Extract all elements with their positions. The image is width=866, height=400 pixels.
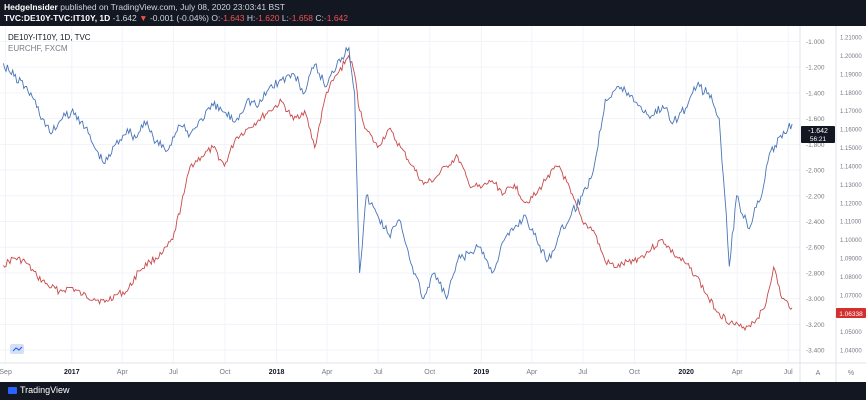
- right-axis-tick-label: 1.09000: [840, 257, 862, 263]
- down-arrow-icon: ▼: [139, 13, 148, 23]
- footer-bar: TradingView: [0, 382, 866, 400]
- author-name[interactable]: HedgeInsider: [4, 2, 58, 12]
- blue-countdown: 56:21: [810, 136, 827, 143]
- time-axis-tick-label: Oct: [424, 369, 435, 376]
- time-axis-tick-label: Apr: [732, 369, 744, 376]
- right-axis-tick-label: 1.08000: [840, 275, 862, 281]
- chart-area[interactable]: -1.000 -1.200 -1.400 -1.600 -1.800 -2.000 -2.2…: [0, 26, 866, 382]
- time-axis-tick-label: Jul: [374, 369, 383, 376]
- time-axis-tick-label: Apr: [526, 369, 538, 376]
- right-axis-tick-label: 1.17000: [840, 109, 862, 115]
- ohlc-line: TVC:DE10Y-TVC:IT10Y, 1D -1.642 ▼ -0.001 …: [4, 13, 348, 23]
- left-axis-tick-label: -3.200: [806, 322, 825, 329]
- left-axis-tick-label: -2.400: [806, 219, 825, 226]
- blue-price-badge: -1.642 56:21: [801, 126, 835, 143]
- time-axis[interactable]: Sep 2017 Apr Jul Oct 2018 Apr Jul Oct 2019 Apr Jul O…: [0, 369, 793, 376]
- left-axis-tick-label: -3.000: [806, 296, 825, 303]
- published-info: published on TradingView.com, July 08, 2…: [60, 2, 286, 12]
- tradingview-brand: TradingView: [20, 385, 70, 395]
- left-axis-tick-label: -2.000: [806, 168, 825, 175]
- time-axis-tick-label: Jul: [169, 369, 178, 376]
- eurchf-line[interactable]: [3, 54, 793, 332]
- grid-lines: [0, 26, 800, 363]
- left-axis-tick-label: -1.000: [806, 39, 825, 46]
- series-group: [2, 46, 793, 332]
- time-axis-tick-label: Oct: [220, 369, 231, 376]
- header-bar: HedgeInsider published on TradingView.co…: [0, 0, 866, 26]
- right-axis-tick-label: 1.16000: [840, 128, 862, 134]
- change-value: -0.001 (-0.04%): [149, 13, 209, 23]
- time-axis-tick-label: Jul: [784, 369, 793, 376]
- time-axis-tick-label: Oct: [629, 369, 640, 376]
- time-axis-tick-label: 2017: [64, 369, 80, 376]
- right-axis-tick-label: 1.18000: [840, 91, 862, 97]
- right-axis-tick-label: 1.20000: [840, 54, 862, 60]
- red-last-value: 1.06338: [839, 311, 863, 318]
- cloud-icon[interactable]: [10, 344, 24, 354]
- right-axis[interactable]: 1.21000 1.20000 1.19000 1.18000 1.17000 1.160…: [840, 36, 862, 355]
- time-axis-tick-label: Apr: [322, 369, 334, 376]
- time-axis-tick-label: Sep: [0, 369, 12, 376]
- symbol-name[interactable]: TVC:DE10Y-TVC:IT10Y, 1D: [4, 13, 111, 23]
- spread-line[interactable]: [2, 46, 793, 300]
- tradingview-logo-icon: [8, 387, 17, 395]
- open-label: O:: [211, 13, 221, 23]
- close-value: -1.642: [323, 13, 349, 23]
- open-value: -1.643: [220, 13, 245, 23]
- time-axis-tick-label: Jul: [578, 369, 587, 376]
- percent-scale-toggle[interactable]: %: [848, 370, 854, 377]
- right-axis-tick-label: 1.04000: [840, 349, 862, 355]
- left-axis-tick-label: -1.400: [806, 90, 825, 97]
- tradingview-logo[interactable]: TradingView: [8, 385, 70, 395]
- right-axis-tick-label: 1.11000: [840, 220, 862, 226]
- time-axis-tick-label: 2019: [474, 369, 490, 376]
- left-axis[interactable]: -1.000 -1.200 -1.400 -1.600 -1.800 -2.000 -2.2…: [806, 39, 825, 355]
- right-axis-tick-label: 1.14000: [840, 164, 862, 170]
- publisher-line: HedgeInsider published on TradingView.co…: [4, 2, 285, 12]
- legend-series-1[interactable]: DE10Y-IT10Y, 1D, TVC: [8, 33, 91, 42]
- auto-scale-toggle[interactable]: A: [816, 370, 821, 377]
- right-axis-tick-label: 1.05000: [840, 330, 862, 336]
- right-axis-tick-label: 1.21000: [840, 36, 862, 42]
- right-axis-tick-label: 1.12000: [840, 201, 862, 207]
- right-axis-tick-label: 1.13000: [840, 183, 862, 189]
- legend-series-2[interactable]: EURCHF, FXCM: [8, 44, 68, 53]
- left-axis-tick-label: -2.200: [806, 193, 825, 200]
- low-value: -1.658: [288, 13, 314, 23]
- high-value: -1.620: [255, 13, 280, 23]
- left-axis-tick-label: -3.400: [806, 348, 825, 355]
- high-label: H:: [246, 13, 256, 23]
- blue-last-value: -1.642: [808, 128, 828, 135]
- left-axis-tick-label: -1.200: [806, 65, 825, 72]
- time-axis-tick-label: Apr: [117, 369, 129, 376]
- chart-svg[interactable]: -1.000 -1.200 -1.400 -1.600 -1.800 -2.000 -2.2…: [0, 26, 866, 382]
- right-axis-tick-label: 1.15000: [840, 146, 862, 152]
- low-label: L:: [281, 13, 289, 23]
- time-axis-tick-label: 2020: [678, 369, 694, 376]
- last-value: -1.642: [112, 13, 137, 23]
- left-axis-tick-label: -1.800: [806, 142, 825, 149]
- time-axis-tick-label: 2018: [269, 369, 285, 376]
- left-axis-tick-label: -2.800: [806, 270, 825, 277]
- left-axis-tick-label: -1.600: [806, 116, 825, 123]
- right-axis-tick-label: 1.19000: [840, 72, 862, 78]
- right-axis-tick-label: 1.10000: [840, 238, 862, 244]
- close-label: C:: [315, 13, 324, 23]
- left-axis-tick-label: -2.600: [806, 245, 825, 252]
- red-price-badge: 1.06338: [836, 308, 866, 318]
- right-axis-tick-label: 1.07000: [840, 293, 862, 299]
